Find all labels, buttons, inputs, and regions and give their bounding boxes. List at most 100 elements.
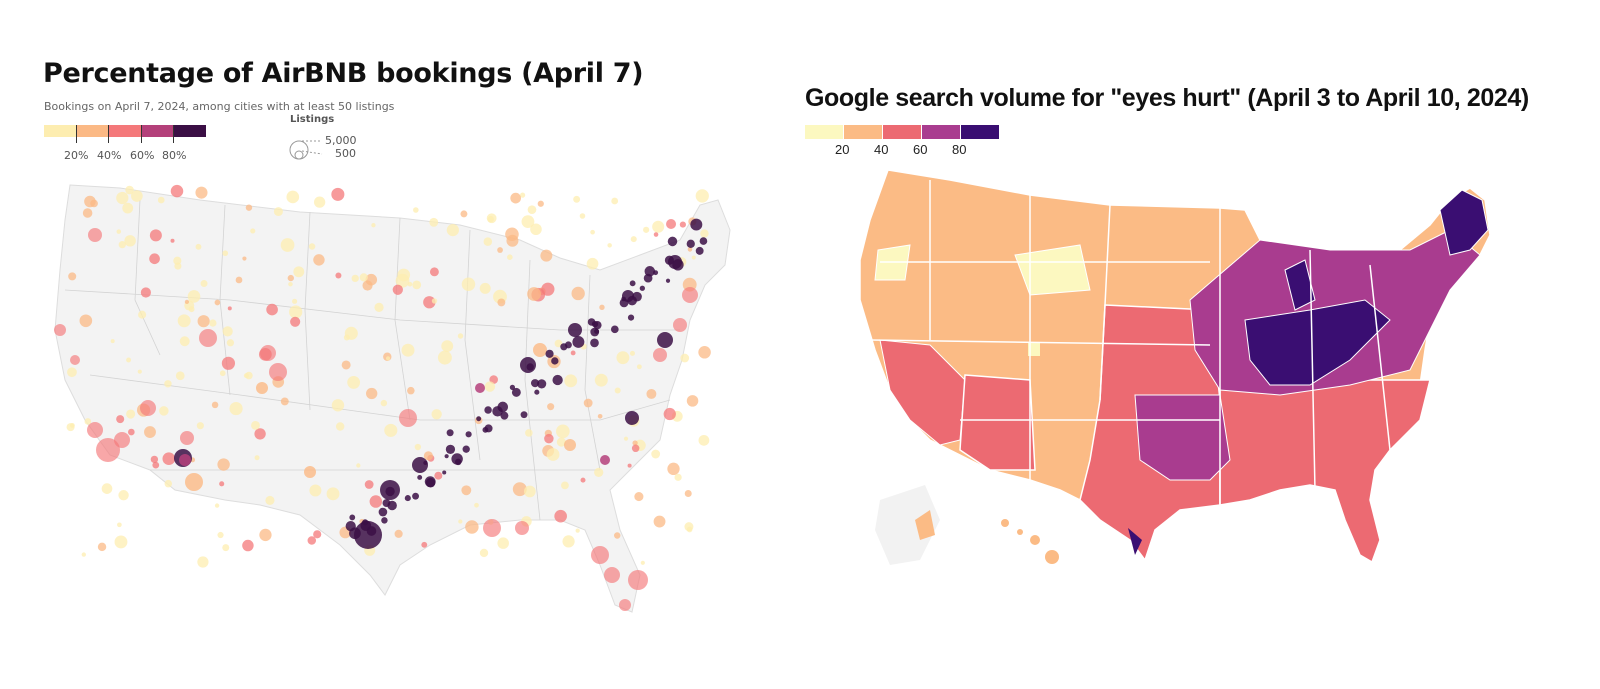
city-bubble (242, 256, 247, 261)
city-bubble (331, 187, 345, 201)
city-bubble (687, 247, 693, 252)
state-borders (869, 180, 1391, 505)
city-bubble (622, 290, 634, 302)
city-bubble (217, 531, 224, 539)
city-bubble (461, 277, 476, 291)
hawaii (1001, 519, 1059, 564)
city-bubble (541, 282, 555, 296)
city-bubble (579, 213, 586, 219)
city-bubble (96, 438, 120, 462)
region-darkpurple-new-england (1439, 189, 1489, 256)
city-bubble (616, 351, 630, 365)
city-bubble (188, 306, 195, 313)
region-yellow-colorado (1028, 343, 1040, 356)
city-bubble (511, 387, 521, 397)
city-bubble (424, 476, 436, 488)
region-darkpurple-ohio-valley (1244, 299, 1391, 386)
city-bubble (590, 229, 595, 235)
city-bubble (292, 298, 298, 304)
city-bubble (273, 207, 283, 217)
city-bubble (537, 379, 547, 389)
city-bubble (243, 373, 249, 379)
city-bubble (562, 535, 575, 548)
city-bubble (347, 376, 361, 389)
city-bubble (634, 492, 644, 502)
city-bubble (429, 267, 439, 277)
city-bubble (497, 537, 509, 549)
city-bubble (345, 520, 356, 532)
city-bubble (653, 348, 667, 362)
city-bubble (114, 432, 130, 448)
city-bubble (520, 357, 536, 373)
city-bubble (209, 319, 217, 327)
city-bubble (196, 422, 204, 430)
city-bubble (530, 223, 542, 236)
city-bubble (162, 452, 176, 466)
search-us-map (859, 169, 1491, 565)
city-bubble (465, 520, 479, 534)
city-bubble (387, 500, 397, 511)
size-legend-title: Listings (290, 114, 335, 125)
city-bubble (199, 329, 217, 347)
city-bubble (534, 389, 540, 395)
city-bubble (369, 495, 383, 508)
city-bubble (570, 350, 576, 356)
city-bubble (486, 213, 497, 224)
city-bubble (250, 228, 256, 234)
city-bubble (604, 567, 620, 583)
city-bubble (288, 281, 293, 287)
city-bubble (561, 481, 569, 490)
airbnb-map-subtitle: Bookings on April 7, 2024, among cities … (44, 100, 395, 113)
region-darkpurple-michigan (1284, 259, 1316, 311)
city-bubble (385, 356, 391, 361)
city-bubble (219, 370, 226, 377)
city-bubble (269, 363, 287, 381)
city-bubble (144, 426, 156, 438)
legend-divider (76, 125, 77, 143)
city-bubble (79, 314, 93, 328)
city-bubble (631, 444, 640, 453)
city-bubble (197, 315, 210, 328)
legend-tick: 80 (952, 142, 967, 157)
city-bubble (331, 399, 345, 412)
city-bubble (544, 433, 554, 444)
city-bubble (362, 280, 373, 291)
city-bubble (214, 503, 220, 508)
city-bubble (568, 323, 582, 337)
city-bubble (423, 451, 433, 461)
city-bubble (497, 298, 506, 307)
legend-swatch-3 (108, 125, 141, 137)
city-bubble (251, 420, 260, 430)
city-bubble (417, 474, 423, 480)
city-bubble (575, 528, 580, 533)
city-bubble (520, 411, 528, 419)
city-bubble (431, 298, 438, 304)
city-bubble (84, 418, 92, 425)
city-bubble (164, 380, 172, 388)
city-bubble (510, 192, 522, 204)
city-bubble (512, 482, 527, 497)
city-bubble (124, 235, 136, 247)
city-bubble (359, 273, 368, 282)
alaska-southeast (915, 510, 935, 540)
city-bubble (140, 287, 151, 298)
city-bubble (446, 429, 454, 437)
legend-tick: 20% (64, 149, 89, 162)
city-bubble (242, 539, 254, 552)
region-darkpurple-texas-tip (1128, 528, 1142, 555)
city-bubble (131, 190, 143, 202)
city-bubble (308, 243, 316, 250)
city-bubble (686, 239, 695, 248)
city-bubble (82, 208, 93, 218)
city-bubble (668, 255, 682, 269)
city-bubble (177, 314, 191, 328)
city-bubble (437, 350, 452, 365)
city-bubble (259, 528, 272, 542)
city-bubble (431, 409, 442, 420)
city-bubble (90, 199, 98, 208)
city-bubble (465, 431, 472, 438)
city-bubble (217, 458, 230, 471)
city-bubble (479, 282, 491, 294)
city-bubble (97, 542, 107, 552)
city-bubble (573, 195, 581, 203)
